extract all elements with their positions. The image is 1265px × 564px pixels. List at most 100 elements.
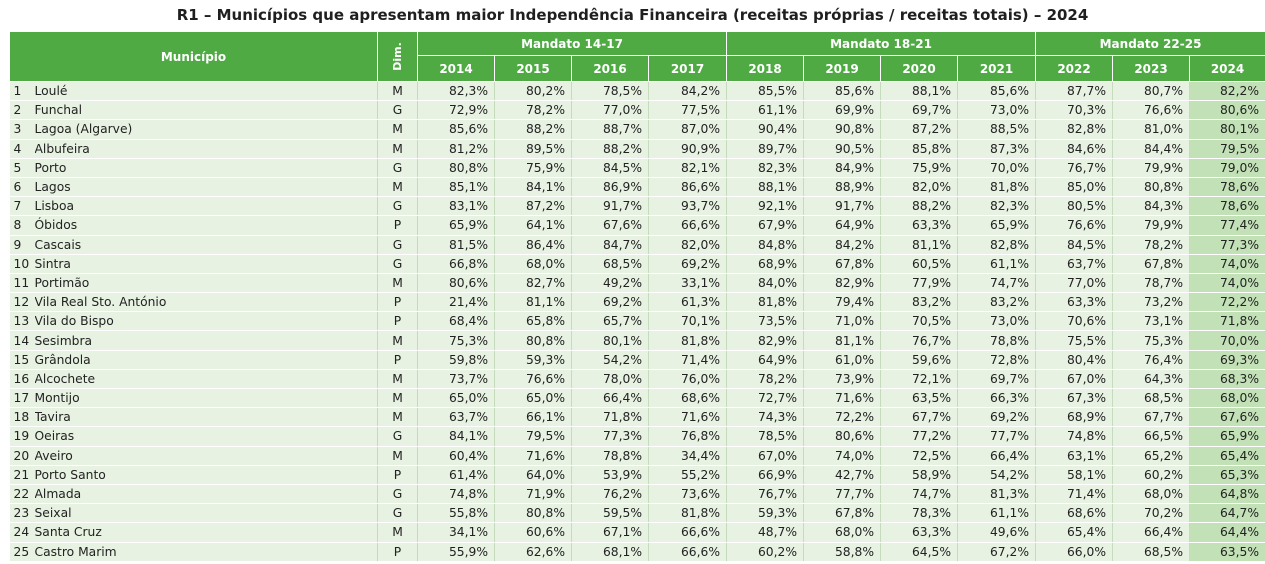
value-cell-2023: 76,4% (1112, 350, 1191, 370)
value-cell-2020: 69,7% (880, 100, 959, 121)
year-header: 2016 (571, 55, 650, 82)
value-cell-2014: 21,4% (417, 292, 496, 313)
value-cell-2018: 48,7% (726, 522, 805, 543)
value-cell-2018: 92,1% (726, 196, 805, 217)
table-row: 7 Lisboa G 83,1% 87,2% 91,7% 93,7% 92,1% 91,7% 88… (9, 196, 1265, 217)
independence-table: Município Dim. Mandato 14-17 Mandato 18-… (8, 31, 1265, 562)
municipio-cell: Alcochete (34, 369, 379, 390)
value-cell-2019: 67,8% (803, 254, 882, 274)
value-cell-2017: 77,5% (648, 100, 728, 121)
year-header: 2021 (957, 55, 1037, 82)
dim-cell: M (377, 119, 419, 140)
value-cell-2017: 82,1% (648, 158, 728, 178)
value-cell-2017: 81,8% (648, 330, 728, 351)
value-cell-2022: 63,3% (1035, 292, 1114, 313)
value-cell-2020: 75,9% (880, 158, 959, 178)
value-cell-2020: 72,1% (880, 369, 959, 390)
municipio-cell: Lagos (34, 177, 379, 198)
value-cell-2021: 85,6% (957, 81, 1037, 102)
value-cell-2018: 74,3% (726, 407, 805, 428)
value-cell-2017: 33,1% (648, 273, 728, 294)
dim-cell: P (377, 292, 419, 313)
value-cell-2024: 78,6% (1189, 177, 1265, 198)
value-cell-2020: 63,5% (880, 388, 959, 409)
value-cell-2023: 78,2% (1112, 235, 1191, 255)
value-cell-2017: 76,8% (648, 426, 728, 447)
value-cell-2019: 67,8% (803, 503, 882, 524)
value-cell-2021: 66,3% (957, 388, 1037, 409)
table-row: 8 Óbidos P 65,9% 64,1% 67,6% 66,6% 67,9% 64,9% 63… (9, 215, 1265, 236)
rank-cell: 8 (9, 215, 35, 236)
municipio-cell: Sesimbra (34, 330, 379, 351)
value-cell-2019: 88,9% (803, 177, 882, 198)
value-cell-2019: 79,4% (803, 292, 882, 313)
value-cell-2017: 71,6% (648, 407, 728, 428)
value-cell-2021: 78,8% (957, 330, 1037, 351)
municipio-cell: Porto (34, 158, 379, 178)
rank-cell: 14 (9, 330, 35, 351)
value-cell-2018: 89,7% (726, 139, 805, 159)
table-row: 18 Tavira M 63,7% 66,1% 71,8% 71,6% 74,3% 72,2% 6… (9, 407, 1265, 428)
value-cell-2015: 84,1% (494, 177, 573, 198)
value-cell-2023: 67,8% (1112, 254, 1191, 274)
value-cell-2019: 69,9% (803, 100, 882, 121)
value-cell-2018: 67,9% (726, 215, 805, 236)
value-cell-2021: 54,2% (957, 465, 1037, 485)
value-cell-2017: 81,8% (648, 503, 728, 524)
value-cell-2024: 74,0% (1189, 273, 1265, 294)
value-cell-2018: 68,9% (726, 254, 805, 274)
value-cell-2018: 59,3% (726, 503, 805, 524)
value-cell-2017: 55,2% (648, 465, 728, 485)
municipio-header: Município (8, 31, 379, 82)
value-cell-2015: 78,2% (494, 100, 573, 121)
value-cell-2016: 67,1% (571, 522, 650, 543)
dim-cell: G (377, 484, 419, 505)
value-cell-2024: 64,8% (1189, 484, 1265, 505)
value-cell-2023: 68,0% (1112, 484, 1191, 505)
value-cell-2020: 63,3% (880, 522, 959, 543)
value-cell-2019: 42,7% (803, 465, 882, 485)
value-cell-2016: 68,5% (571, 254, 650, 274)
rank-cell: 4 (9, 139, 35, 159)
dim-cell: M (377, 369, 419, 390)
value-cell-2024: 68,0% (1189, 388, 1265, 409)
year-header: 2024 (1189, 55, 1265, 82)
rank-cell: 1 (9, 81, 35, 102)
municipio-cell: Albufeira (34, 139, 379, 159)
value-cell-2018: 84,8% (726, 235, 805, 255)
value-cell-2016: 78,8% (571, 446, 650, 466)
value-cell-2014: 84,1% (417, 426, 496, 447)
rank-cell: 7 (9, 196, 35, 217)
value-cell-2017: 87,0% (648, 119, 728, 140)
value-cell-2015: 71,6% (494, 446, 573, 466)
value-cell-2016: 76,2% (571, 484, 650, 505)
municipio-cell: Vila do Bispo (34, 311, 379, 332)
value-cell-2023: 79,9% (1112, 158, 1191, 178)
dim-cell: G (377, 503, 419, 524)
value-cell-2014: 63,7% (417, 407, 496, 428)
table-title: R1 – Municípios que apresentam maior Ind… (176, 6, 1089, 24)
value-cell-2021: 66,4% (957, 446, 1037, 466)
value-cell-2020: 85,8% (880, 139, 959, 159)
value-cell-2014: 61,4% (417, 465, 496, 485)
value-cell-2015: 75,9% (494, 158, 573, 178)
value-cell-2015: 89,5% (494, 139, 573, 159)
value-cell-2016: 53,9% (571, 465, 650, 485)
value-cell-2024: 65,4% (1189, 446, 1265, 466)
value-cell-2024: 77,4% (1189, 215, 1265, 236)
dim-cell: M (377, 177, 419, 198)
value-cell-2021: 69,7% (957, 369, 1037, 390)
value-cell-2015: 59,3% (494, 350, 573, 370)
value-cell-2016: 66,4% (571, 388, 650, 409)
value-cell-2015: 79,5% (494, 426, 573, 447)
value-cell-2018: 76,7% (726, 484, 805, 505)
dim-cell: M (377, 446, 419, 466)
mandate-header-22-25: Mandato 22-25 (1035, 31, 1265, 56)
dim-cell: M (377, 273, 419, 294)
value-cell-2014: 85,6% (417, 119, 496, 140)
value-cell-2018: 81,8% (726, 292, 805, 313)
dim-header: Dim. (377, 31, 419, 82)
value-cell-2015: 88,2% (494, 119, 573, 140)
table-row: 4 Albufeira M 81,2% 89,5% 88,2% 90,9% 89,7% 90,5… (9, 139, 1265, 159)
rank-cell: 17 (9, 388, 35, 409)
